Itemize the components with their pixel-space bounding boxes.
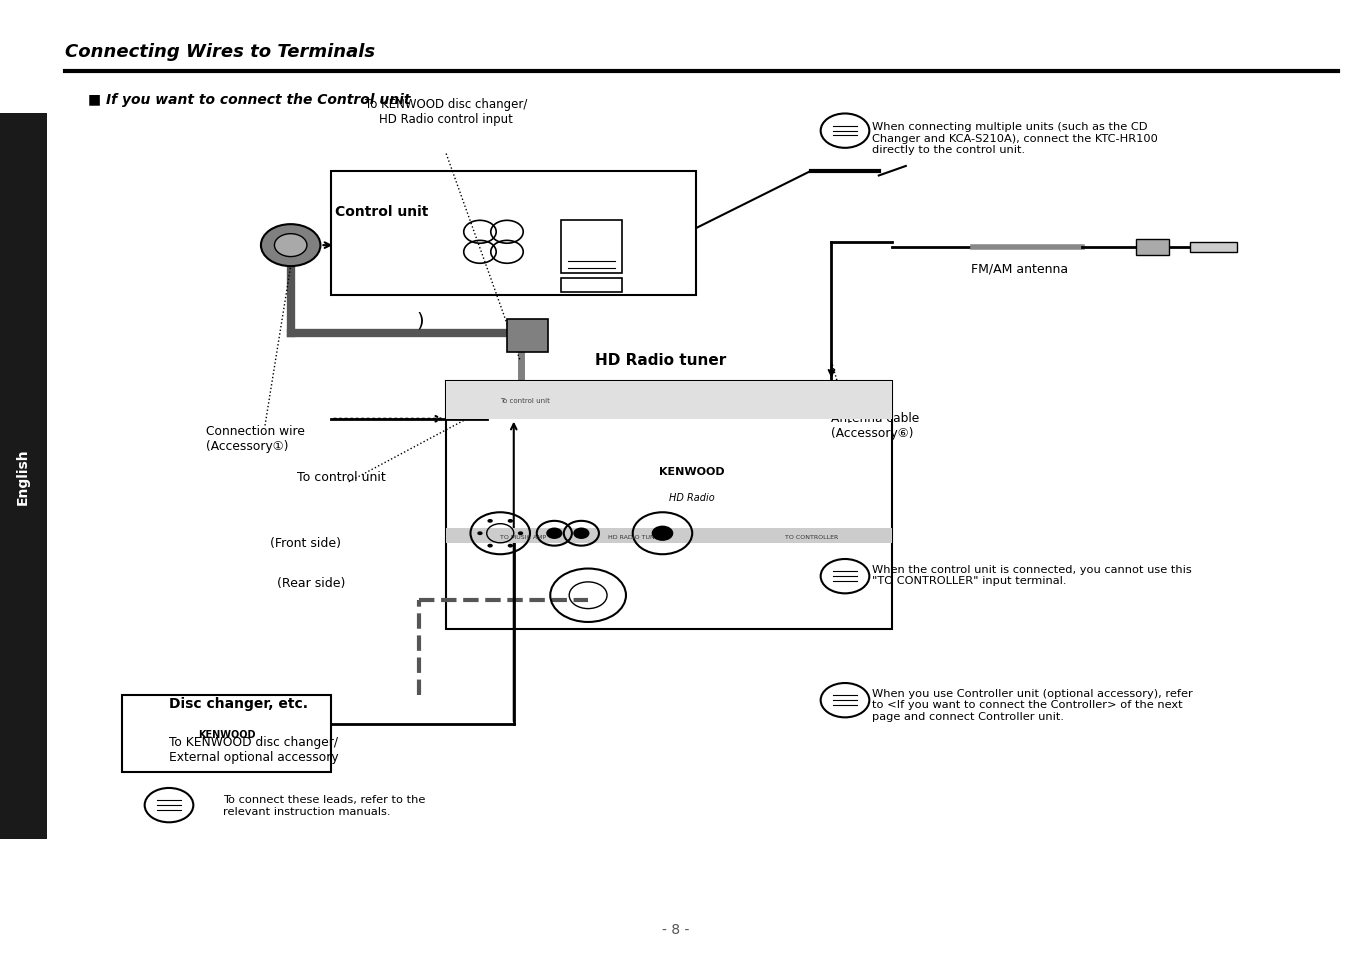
Circle shape (518, 532, 523, 536)
FancyBboxPatch shape (561, 221, 622, 274)
Polygon shape (0, 114, 47, 839)
Text: When you use Controller unit (optional accessory), refer
to <If you want to conn: When you use Controller unit (optional a… (872, 688, 1192, 721)
FancyBboxPatch shape (507, 319, 548, 353)
Text: Control unit: Control unit (335, 205, 429, 218)
Text: HD RADIO TUNER: HD RADIO TUNER (608, 534, 662, 539)
Text: To control unit: To control unit (500, 397, 550, 403)
Text: Antenna cable
(Accessory⑥): Antenna cable (Accessory⑥) (831, 412, 919, 439)
Circle shape (261, 225, 320, 267)
Circle shape (573, 528, 589, 539)
Circle shape (546, 528, 562, 539)
Circle shape (487, 519, 492, 523)
Circle shape (507, 544, 512, 548)
Text: FM/AM antenna: FM/AM antenna (971, 262, 1068, 275)
Text: Connection wire
(Accessory①): Connection wire (Accessory①) (206, 424, 304, 452)
FancyBboxPatch shape (561, 278, 622, 293)
Text: HD Radio: HD Radio (669, 493, 714, 502)
FancyBboxPatch shape (1190, 243, 1237, 253)
FancyBboxPatch shape (331, 172, 696, 295)
Circle shape (507, 519, 512, 523)
FancyBboxPatch shape (446, 529, 892, 543)
Text: English: English (16, 448, 30, 505)
Text: TO CONTROLLER: TO CONTROLLER (784, 534, 838, 539)
Text: Connecting Wires to Terminals: Connecting Wires to Terminals (65, 44, 375, 61)
Text: When connecting multiple units (such as the CD
Changer and KCA-S210A), connect t: When connecting multiple units (such as … (872, 122, 1157, 155)
Text: HD Radio tuner: HD Radio tuner (595, 353, 726, 368)
Text: (Rear side): (Rear side) (277, 577, 346, 590)
Text: ■ If you want to connect the Control unit: ■ If you want to connect the Control uni… (88, 93, 411, 107)
Text: When the control unit is connected, you cannot use this
"TO CONTROLLER" input te: When the control unit is connected, you … (872, 564, 1192, 586)
Circle shape (652, 526, 673, 541)
Text: To KENWOOD disc changer/
HD Radio control input: To KENWOOD disc changer/ HD Radio contro… (365, 98, 527, 126)
Circle shape (274, 234, 307, 257)
Text: To KENWOOD disc changer/
External optional accessory: To KENWOOD disc changer/ External option… (169, 736, 338, 763)
Circle shape (487, 544, 492, 548)
Text: - 8 -: - 8 - (662, 923, 690, 936)
Text: To connect these leads, refer to the
relevant instruction manuals.: To connect these leads, refer to the rel… (223, 795, 426, 816)
Text: ): ) (416, 311, 425, 330)
Text: TO MUSIC AMP: TO MUSIC AMP (500, 534, 546, 539)
Text: (Front side): (Front side) (270, 537, 342, 550)
FancyBboxPatch shape (446, 381, 892, 419)
Text: KENWOOD: KENWOOD (658, 467, 725, 476)
Circle shape (477, 532, 483, 536)
Text: To control unit: To control unit (297, 471, 387, 484)
Text: KENWOOD: KENWOOD (197, 729, 256, 739)
Text: Disc changer, etc.: Disc changer, etc. (169, 697, 308, 710)
FancyBboxPatch shape (122, 696, 331, 772)
FancyBboxPatch shape (1136, 240, 1169, 255)
FancyBboxPatch shape (446, 381, 892, 629)
